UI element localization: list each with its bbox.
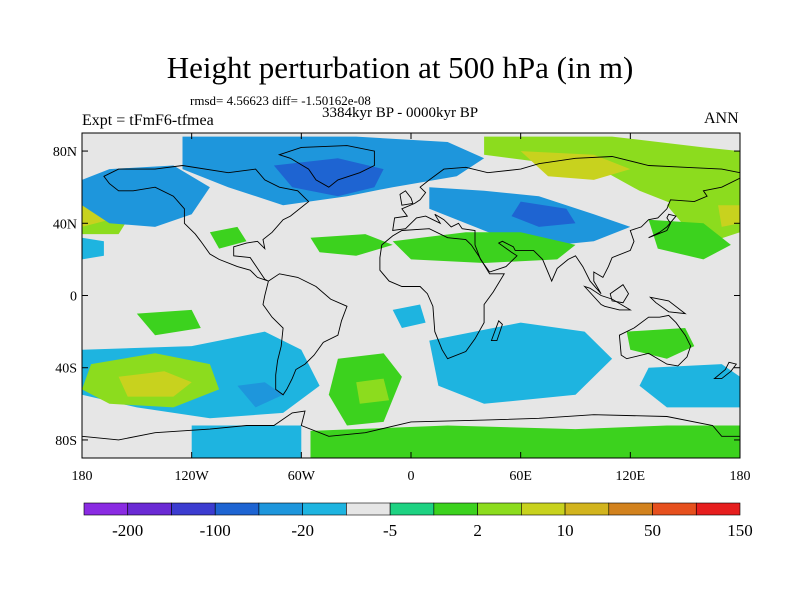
x-tick-label: 120W	[175, 469, 210, 484]
colorbar-box	[127, 502, 172, 516]
colorbar-label: 150	[727, 521, 753, 540]
colorbar-box	[564, 502, 610, 516]
x-tick-label: 0	[408, 469, 415, 484]
y-tick-label: 0	[70, 290, 77, 305]
y-tick-label: 40S	[55, 362, 77, 377]
coastline-borneo	[609, 284, 630, 304]
colorbar-box	[171, 502, 216, 516]
coastline-indonesia	[583, 285, 632, 311]
region-indian-ocean-negative	[429, 322, 613, 404]
colorbar-label: -5	[383, 521, 397, 540]
colorbar-box	[433, 502, 478, 516]
region-pacific-east-positive	[209, 226, 247, 249]
chart-title: Height perturbation at 500 hPa (in m)	[166, 50, 634, 85]
colorbar-label: -20	[291, 521, 314, 540]
colorbar-box	[83, 502, 129, 516]
colorbar-box	[346, 502, 391, 516]
region-s-pacific-positive-core	[118, 371, 192, 397]
region-siberia-positive-core	[520, 151, 631, 180]
coastline-great-britain	[399, 190, 414, 206]
y-tick-label: 80N	[53, 145, 77, 160]
colorbar-box	[214, 502, 260, 516]
x-tick-label: 60E	[509, 469, 532, 484]
x-tick-label: 60W	[288, 469, 316, 484]
colorbar-box	[258, 502, 303, 516]
period-text: 3384kyr BP - 0000kyr BP	[322, 105, 479, 121]
region-greenland-negative-core	[273, 158, 384, 197]
region-s-atlantic-positive-core	[356, 378, 390, 404]
coastline-africa	[379, 228, 505, 360]
region-tropical-positive-west	[136, 309, 201, 336]
region-antarctic-negative	[191, 425, 302, 458]
coastline-greenland	[277, 145, 375, 188]
coastline-north-america	[103, 165, 310, 282]
x-tick-label: 180	[730, 469, 751, 484]
region-e-asia-positive	[648, 219, 731, 260]
coastline-new-guinea	[649, 296, 687, 315]
region-s-pacific-east-negative	[639, 364, 740, 408]
region-n-africa-positive	[392, 232, 576, 263]
region-n-atlantic-positive	[310, 234, 393, 256]
colorbar-label: -100	[200, 521, 231, 540]
experiment-label: Expt = tFmF6-tfmea	[82, 112, 214, 129]
contour-regions	[82, 136, 740, 458]
region-siberia-negative-core	[511, 201, 576, 227]
colorbar: -200 -100 -20 -5 2 10 50 150	[83, 502, 753, 540]
region-trop-pacific-negative	[82, 237, 104, 260]
colorbar-label: 2	[473, 521, 482, 540]
region-n-pacific-negative	[82, 165, 210, 227]
colorbar-box	[477, 502, 522, 516]
coastline-madagascar	[490, 319, 503, 342]
colorbar-label: 50	[644, 521, 661, 540]
coastline-antarctica	[82, 410, 740, 441]
coastline-japan	[648, 213, 677, 239]
season-label: ANN	[704, 110, 739, 127]
colorbar-box	[608, 502, 653, 516]
x-axis: 180 120W 60W 0 60E 120E 180	[72, 133, 751, 484]
y-tick-label: 80S	[55, 434, 77, 449]
colorbar-box	[521, 502, 566, 516]
colorbar-box	[652, 502, 697, 516]
colorbar-box	[302, 502, 347, 516]
region-australia-positive	[626, 328, 695, 359]
coastline-new-zealand	[713, 361, 738, 380]
colorbar-label: 10	[557, 521, 574, 540]
x-tick-label: 180	[72, 469, 93, 484]
colorbar-box	[695, 502, 741, 516]
region-n-pacific-positive-core-east	[718, 205, 740, 227]
colorbar-label: -200	[112, 521, 143, 540]
region-antarctic-positive	[310, 425, 740, 458]
coastline-south-america	[262, 273, 348, 396]
stats-text: rmsd= 4.56623 diff= -1.50162e-08	[190, 93, 371, 108]
x-tick-label: 120E	[616, 469, 646, 484]
coastline-eurasia	[392, 156, 740, 294]
coastlines	[82, 145, 740, 441]
coastline-australia	[618, 314, 692, 367]
y-tick-label: 40N	[53, 217, 77, 232]
region-patagonia-negative-core	[237, 382, 284, 408]
colorbar-box	[389, 502, 435, 516]
region-atlantic-trop-negative	[392, 304, 426, 328]
y-axis: 80N 40N 0 40S 80S	[53, 145, 740, 449]
